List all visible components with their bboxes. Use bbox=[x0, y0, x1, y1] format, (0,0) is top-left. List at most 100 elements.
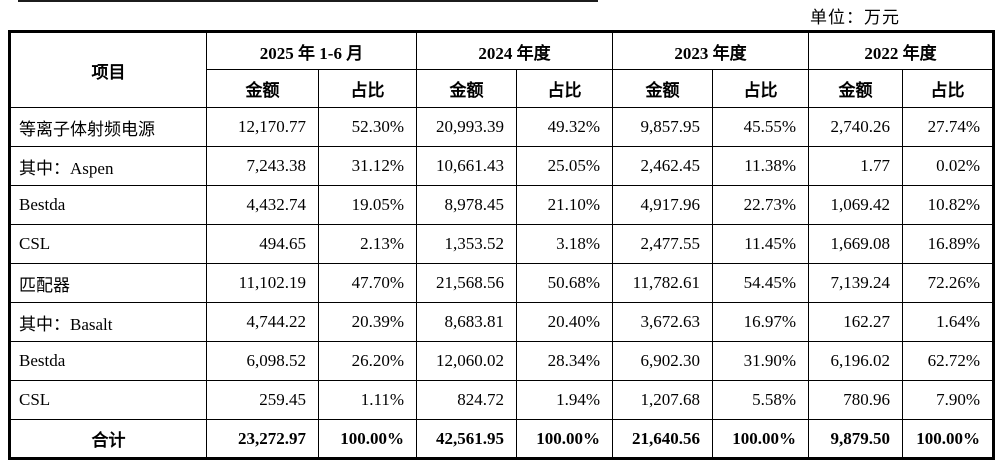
ratio-cell: 5.58% bbox=[712, 380, 810, 420]
ratio-cell: 27.74% bbox=[902, 107, 995, 147]
ratio-cell: 19.05% bbox=[317, 185, 418, 225]
ratio-cell: 11.45% bbox=[712, 224, 810, 264]
ratio-cell: 52.30% bbox=[317, 107, 418, 147]
ratio-cell: 100.00% bbox=[317, 419, 418, 459]
amount-cell: 21,568.56 bbox=[416, 263, 518, 303]
amount-cell: 23,272.97 bbox=[206, 419, 319, 459]
ratio-cell: 25.05% bbox=[516, 146, 614, 186]
item-column-header: 项目 bbox=[9, 31, 207, 108]
ratio-cell: 100.00% bbox=[712, 419, 810, 459]
amount-header-2022: 金额 bbox=[808, 69, 904, 108]
ratio-header-2025h1: 占比 bbox=[317, 69, 418, 108]
table-row: Bestda 6,098.52 26.20% 12,060.02 28.34% … bbox=[9, 341, 995, 381]
table-row: 其中：Aspen 7,243.38 31.12% 10,661.43 25.05… bbox=[9, 146, 995, 186]
amount-cell: 1,669.08 bbox=[808, 224, 904, 264]
ratio-cell: 47.70% bbox=[317, 263, 418, 303]
total-row: 合计 23,272.97 100.00% 42,561.95 100.00% 2… bbox=[9, 419, 995, 459]
ratio-cell: 3.18% bbox=[516, 224, 614, 264]
ratio-cell: 31.12% bbox=[317, 146, 418, 186]
amount-cell: 1.77 bbox=[808, 146, 904, 186]
cropped-text-artifact bbox=[18, 0, 598, 2]
item-cell: 其中：Basalt bbox=[9, 302, 207, 342]
amount-cell: 780.96 bbox=[808, 380, 904, 420]
ratio-cell: 1.11% bbox=[317, 380, 418, 420]
period-header-2023: 2023 年度 bbox=[612, 31, 810, 70]
amount-cell: 1,353.52 bbox=[416, 224, 518, 264]
amount-cell: 20,993.39 bbox=[416, 107, 518, 147]
amount-cell: 162.27 bbox=[808, 302, 904, 342]
ratio-cell: 16.89% bbox=[902, 224, 995, 264]
amount-cell: 8,683.81 bbox=[416, 302, 518, 342]
amount-cell: 21,640.56 bbox=[612, 419, 714, 459]
ratio-cell: 62.72% bbox=[902, 341, 995, 381]
ratio-cell: 22.73% bbox=[712, 185, 810, 225]
ratio-cell: 28.34% bbox=[516, 341, 614, 381]
ratio-cell: 26.20% bbox=[317, 341, 418, 381]
item-cell: 匹配器 bbox=[9, 263, 207, 303]
ratio-header-2022: 占比 bbox=[902, 69, 995, 108]
table-row: Bestda 4,432.74 19.05% 8,978.45 21.10% 4… bbox=[9, 185, 995, 225]
period-header-2024: 2024 年度 bbox=[416, 31, 614, 70]
amount-cell: 10,661.43 bbox=[416, 146, 518, 186]
amount-cell: 8,978.45 bbox=[416, 185, 518, 225]
amount-cell: 1,069.42 bbox=[808, 185, 904, 225]
amount-cell: 2,740.26 bbox=[808, 107, 904, 147]
amount-cell: 7,243.38 bbox=[206, 146, 319, 186]
ratio-cell: 20.40% bbox=[516, 302, 614, 342]
amount-cell: 6,196.02 bbox=[808, 341, 904, 381]
period-header-row: 项目 2025 年 1-6 月 2024 年度 2023 年度 2022 年度 bbox=[9, 31, 995, 108]
item-cell: CSL bbox=[9, 224, 207, 264]
ratio-cell: 1.64% bbox=[902, 302, 995, 342]
ratio-cell: 21.10% bbox=[516, 185, 614, 225]
table-row: CSL 494.65 2.13% 1,353.52 3.18% 2,477.55… bbox=[9, 224, 995, 264]
amount-cell: 494.65 bbox=[206, 224, 319, 264]
amount-cell: 7,139.24 bbox=[808, 263, 904, 303]
amount-cell: 4,744.22 bbox=[206, 302, 319, 342]
amount-cell: 824.72 bbox=[416, 380, 518, 420]
amount-cell: 6,098.52 bbox=[206, 341, 319, 381]
amount-header-2025h1: 金额 bbox=[206, 69, 319, 108]
item-cell: Bestda bbox=[9, 341, 207, 381]
amount-cell: 6,902.30 bbox=[612, 341, 714, 381]
amount-cell: 259.45 bbox=[206, 380, 319, 420]
amount-cell: 12,060.02 bbox=[416, 341, 518, 381]
unit-label: 单位：万元 bbox=[810, 8, 900, 27]
amount-header-2024: 金额 bbox=[416, 69, 518, 108]
period-header-2025h1: 2025 年 1-6 月 bbox=[205, 31, 418, 70]
ratio-cell: 20.39% bbox=[317, 302, 418, 342]
item-cell: 等离子体射频电源 bbox=[9, 107, 207, 147]
ratio-header-2024: 占比 bbox=[516, 69, 614, 108]
financial-breakdown-table: 项目 2025 年 1-6 月 2024 年度 2023 年度 2022 年度 … bbox=[8, 30, 996, 460]
total-label-cell: 合计 bbox=[9, 419, 207, 459]
item-cell: Bestda bbox=[9, 185, 207, 225]
ratio-cell: 7.90% bbox=[902, 380, 995, 420]
amount-cell: 9,879.50 bbox=[808, 419, 904, 459]
ratio-cell: 54.45% bbox=[712, 263, 810, 303]
ratio-cell: 11.38% bbox=[712, 146, 810, 186]
ratio-cell: 16.97% bbox=[712, 302, 810, 342]
ratio-cell: 100.00% bbox=[902, 419, 995, 459]
ratio-cell: 100.00% bbox=[516, 419, 614, 459]
amount-cell: 1,207.68 bbox=[612, 380, 714, 420]
amount-cell: 4,432.74 bbox=[206, 185, 319, 225]
table-row: 匹配器 11,102.19 47.70% 21,568.56 50.68% 11… bbox=[9, 263, 995, 303]
item-cell: 其中：Aspen bbox=[9, 146, 207, 186]
subheader-row: 金额 占比 金额 占比 金额 占比 金额 占比 bbox=[10, 69, 995, 108]
amount-cell: 11,782.61 bbox=[612, 263, 714, 303]
ratio-cell: 50.68% bbox=[516, 263, 614, 303]
ratio-cell: 72.26% bbox=[902, 263, 995, 303]
amount-cell: 4,917.96 bbox=[612, 185, 714, 225]
ratio-cell: 10.82% bbox=[902, 185, 995, 225]
amount-cell: 2,462.45 bbox=[612, 146, 714, 186]
ratio-header-2023: 占比 bbox=[712, 69, 810, 108]
ratio-cell: 31.90% bbox=[712, 341, 810, 381]
period-header-2022: 2022 年度 bbox=[808, 31, 995, 70]
amount-cell: 9,857.95 bbox=[612, 107, 714, 147]
table-row: 等离子体射频电源 12,170.77 52.30% 20,993.39 49.3… bbox=[9, 107, 995, 147]
item-cell: CSL bbox=[9, 380, 207, 420]
ratio-cell: 45.55% bbox=[712, 107, 810, 147]
ratio-cell: 0.02% bbox=[902, 146, 995, 186]
amount-cell: 3,672.63 bbox=[612, 302, 714, 342]
table-row: CSL 259.45 1.11% 824.72 1.94% 1,207.68 5… bbox=[9, 380, 995, 420]
amount-cell: 2,477.55 bbox=[612, 224, 714, 264]
